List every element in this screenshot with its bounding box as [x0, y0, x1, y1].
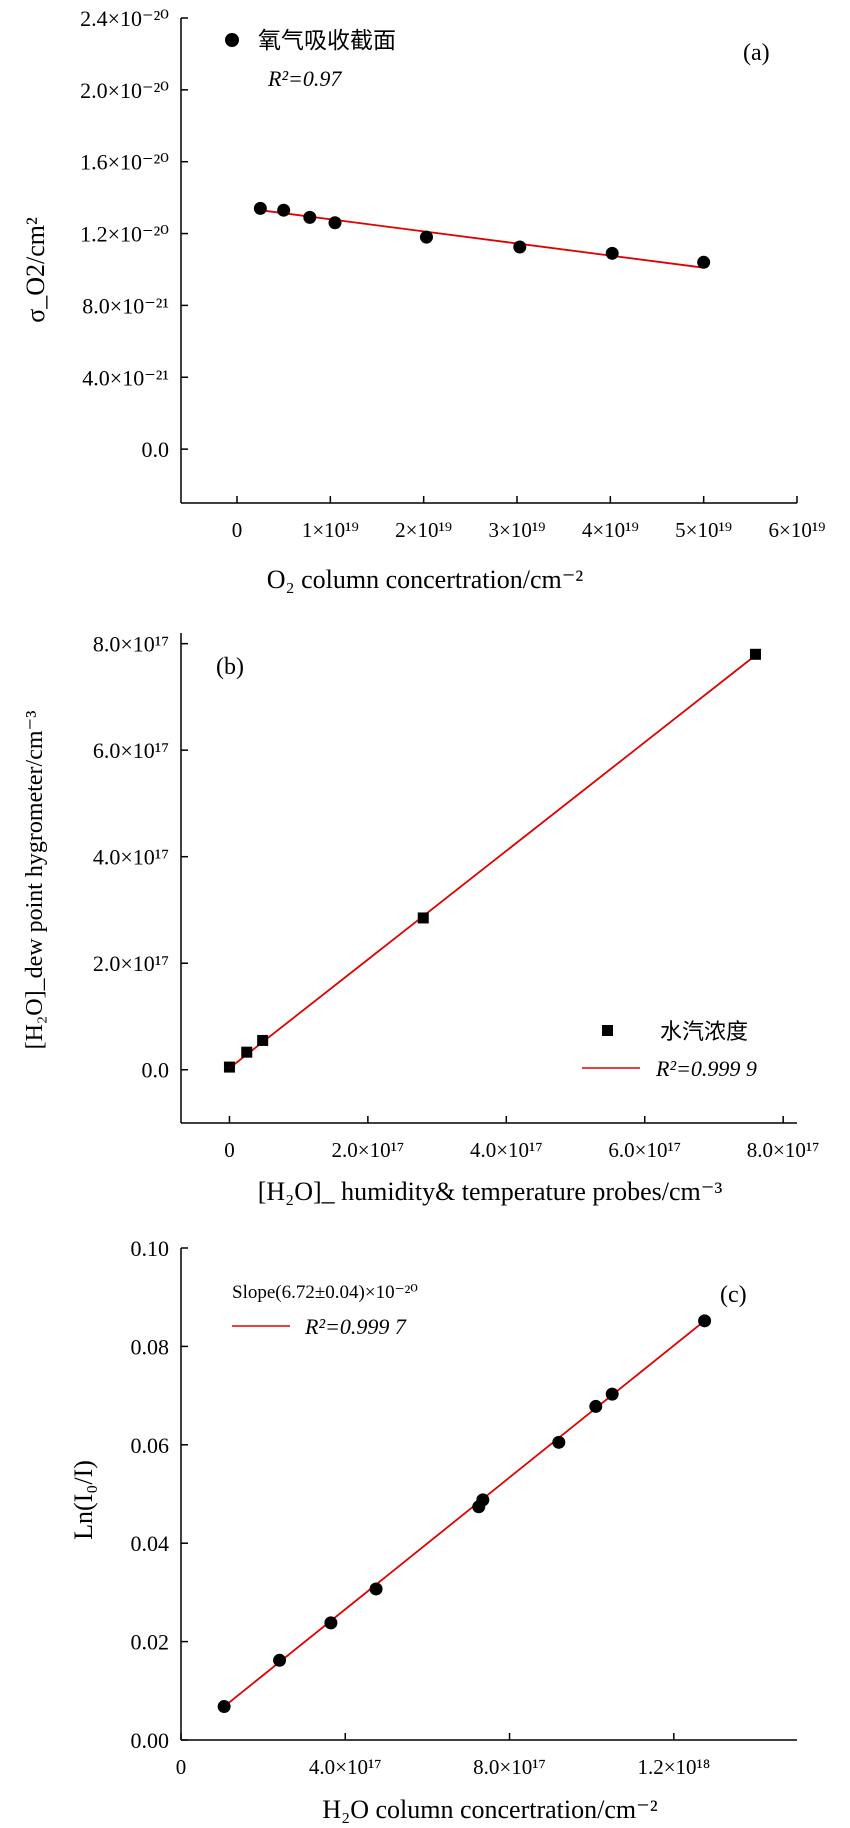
panel-c-x-tick-label: 1.2×10¹⁸	[637, 1755, 710, 1779]
panel-b-data-point	[241, 1046, 253, 1058]
panel-b-y-tick-label: 8.0×10¹⁷	[93, 632, 169, 657]
panel-c-label: (c)	[720, 1282, 747, 1308]
panel-a-ticklabels: 0 1×10¹⁹ 2×10¹⁹ 3×10¹⁹ 4×10¹⁹ 5×10¹⁹ 6×10¹⁹ 0.0…	[80, 6, 825, 542]
panel-a-x-tick-label: 5×10¹⁹	[675, 518, 732, 542]
panel-a-data-point	[697, 255, 711, 269]
panel-a-axes	[180, 17, 798, 504]
panel-b-y-tick-label: 4.0×10¹⁷	[93, 845, 169, 870]
panel-b-ticklabels: 0 2.0×10¹⁷ 4.0×10¹⁷ 6.0×10¹⁷ 8.0×10¹⁷ 0.0 2.0×…	[93, 632, 820, 1162]
panel-c-y-tick-label: 0.04	[131, 1531, 170, 1556]
panel-c: 0 4.0×10¹⁷ 8.0×10¹⁷ 1.2×10¹⁸ 0.00 0.02 0.04 0.0…	[69, 1236, 797, 1824]
panel-b-axes	[180, 633, 797, 1124]
panel-c-data-point	[698, 1314, 712, 1328]
panel-a-y-tick-label: 1.2×10⁻²⁰	[80, 222, 169, 247]
panel-a-x-tick-label: 1×10¹⁹	[302, 518, 359, 542]
panel-a-xlabel: O₂ column concertration/cm⁻²	[267, 565, 584, 594]
panel-b-y-tick-label: 2.0×10¹⁷	[93, 951, 169, 976]
panel-c-xlabel: H₂O column concertration/cm⁻²	[322, 1795, 657, 1824]
panel-c-x-tick-label: 8.0×10¹⁷	[473, 1755, 546, 1779]
panel-a-y-tick-label: 8.0×10⁻²¹	[82, 293, 169, 318]
panel-a-r2-annotation: R²=0.97	[267, 66, 342, 91]
panel-c-data-point	[589, 1399, 603, 1413]
panel-c-data-point	[324, 1616, 338, 1630]
panel-c-x-tick-label: 4.0×10¹⁷	[309, 1755, 382, 1779]
panel-b-points	[223, 648, 761, 1073]
panel-a-data-point	[277, 203, 291, 217]
panel-b-label: (b)	[216, 654, 244, 680]
panel-a-x-tick-label: 3×10¹⁹	[489, 518, 546, 542]
panel-a-y-tick-label: 1.6×10⁻²⁰	[80, 150, 169, 175]
panel-c-data-point	[552, 1435, 566, 1449]
panel-b-legend-marker	[602, 1025, 613, 1036]
panel-b: 0 2.0×10¹⁷ 4.0×10¹⁷ 6.0×10¹⁷ 8.0×10¹⁷ 0.0 2.0×…	[22, 632, 820, 1206]
panel-c-ticklabels: 0 4.0×10¹⁷ 8.0×10¹⁷ 1.2×10¹⁸ 0.00 0.02 0.04 0.0…	[131, 1236, 711, 1779]
panel-b-fit-line	[228, 654, 757, 1069]
panel-a-x-tick-label: 6×10¹⁹	[769, 518, 826, 542]
panel-a-label: (a)	[743, 40, 770, 66]
panel-a-legend-marker	[225, 33, 239, 47]
panel-b-xlabel: [H₂O]_ humidity& temperature probes/cm⁻³	[258, 1177, 723, 1206]
panel-a-x-tick-label: 4×10¹⁹	[582, 518, 639, 542]
panel-c-axes	[180, 1247, 797, 1741]
panel-c-data-point	[369, 1582, 383, 1596]
panel-a-data-point	[419, 230, 433, 244]
panel-c-data-point	[273, 1653, 287, 1667]
panel-a-y-tick-label: 2.0×10⁻²⁰	[80, 78, 169, 103]
panel-b-data-point	[223, 1061, 235, 1073]
panel-b-data-point	[417, 912, 429, 924]
panel-c-fit-line	[223, 1320, 706, 1708]
panel-a-y-tick-label: 4.0×10⁻²¹	[82, 365, 169, 390]
panel-a-y-tick-label: 2.4×10⁻²⁰	[80, 6, 169, 31]
panel-b-legend: 水汽浓度 R²=0.999 9	[582, 1019, 757, 1081]
panel-c-ylabel: Ln(I₀/I)	[69, 1460, 98, 1540]
panel-a-fit-line	[260, 209, 704, 269]
panel-b-legend-fit-label: R²=0.999 9	[655, 1056, 757, 1081]
panel-c-fit	[223, 1320, 706, 1708]
panel-a-x-tick-label: 2×10¹⁹	[395, 518, 452, 542]
panel-b-data-point	[749, 648, 761, 660]
panel-c-x-tick-label: 0	[176, 1755, 187, 1779]
panel-a-x-tick-label: 0	[232, 518, 243, 542]
panel-c-y-tick-label: 0.02	[131, 1630, 170, 1655]
panel-c-legend: Slope(6.72±0.04)×10⁻²⁰ R²=0.999 7	[232, 1282, 418, 1339]
panel-a-fit	[260, 209, 704, 269]
panel-a-legend-label: 氧气吸收截面	[258, 28, 396, 53]
panel-b-legend-label: 水汽浓度	[660, 1019, 748, 1044]
panel-a-points	[253, 201, 711, 269]
panel-b-data-point	[257, 1034, 269, 1046]
panel-a: 0 1×10¹⁹ 2×10¹⁹ 3×10¹⁹ 4×10¹⁹ 5×10¹⁹ 6×10¹⁹ 0.0…	[21, 6, 825, 594]
panel-a-data-point	[513, 240, 527, 254]
panel-c-y-tick-label: 0.06	[131, 1433, 170, 1458]
panel-c-legend-fit-label: R²=0.999 7	[304, 1314, 407, 1339]
panel-b-x-tick-label: 2.0×10¹⁷	[332, 1138, 405, 1162]
panel-b-fit	[228, 654, 757, 1069]
panel-c-slope-annotation: Slope(6.72±0.04)×10⁻²⁰	[232, 1282, 418, 1303]
panel-a-legend: 氧气吸收截面 R²=0.97	[225, 28, 396, 91]
panel-a-data-point	[605, 246, 619, 260]
panel-b-x-tick-label: 0	[224, 1138, 235, 1162]
panel-b-x-tick-label: 6.0×10¹⁷	[608, 1138, 681, 1162]
panel-c-data-point	[605, 1387, 619, 1401]
panel-c-data-point	[476, 1493, 490, 1507]
panel-a-data-point	[303, 210, 317, 224]
panel-b-y-tick-label: 0.0	[142, 1058, 170, 1083]
panel-b-x-tick-label: 4.0×10¹⁷	[470, 1138, 543, 1162]
panel-a-ylabel: σ_O2/cm²	[21, 217, 50, 323]
panel-c-data-point	[217, 1700, 231, 1714]
panel-c-y-tick-label: 0.00	[131, 1728, 170, 1753]
panel-a-data-point	[328, 216, 342, 230]
panel-a-data-point	[253, 201, 267, 215]
panel-b-ylabel: [H₂O]_dew point hygrometer/cm⁻³	[22, 711, 48, 1050]
panel-b-x-tick-label: 8.0×10¹⁷	[747, 1138, 820, 1162]
panel-c-y-tick-label: 0.10	[131, 1236, 170, 1261]
panel-a-y-tick-label: 0.0	[142, 437, 170, 462]
panel-b-y-tick-label: 6.0×10¹⁷	[93, 738, 169, 763]
panel-c-points	[217, 1314, 712, 1714]
panel-c-y-tick-label: 0.08	[131, 1334, 170, 1359]
